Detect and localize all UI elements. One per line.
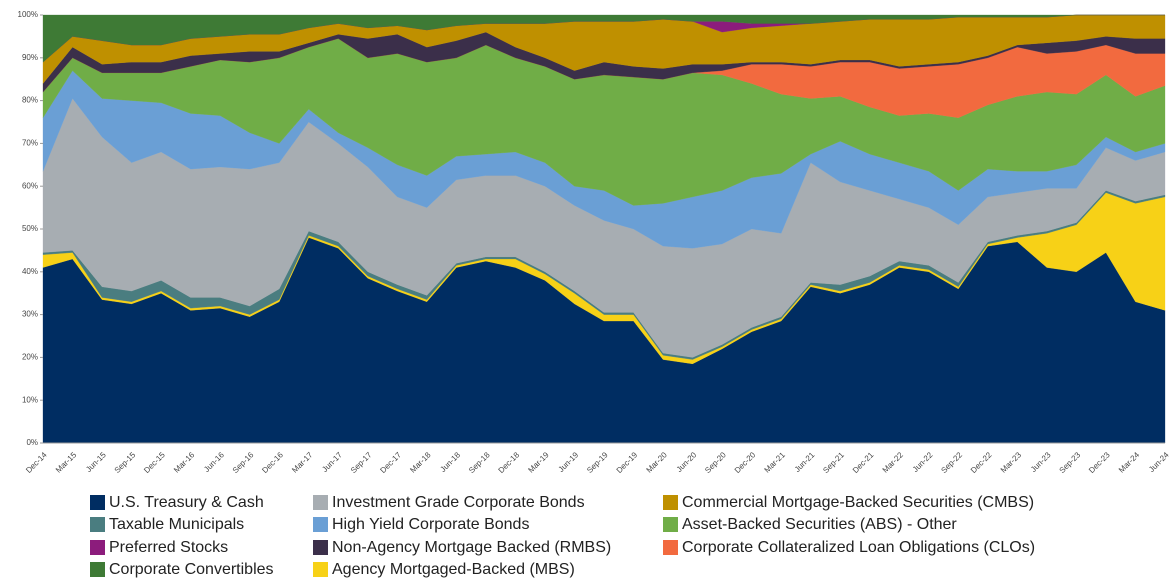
x-tick-label: Dec-19: [615, 450, 640, 475]
y-tick-label: 10%: [22, 395, 38, 404]
x-tick-label: Sep-21: [821, 450, 846, 475]
legend-label: Commercial Mortgage-Backed Securities (C…: [682, 494, 1034, 511]
y-tick-label: 90%: [22, 53, 38, 62]
y-tick-label: 80%: [22, 96, 38, 105]
x-tick-label: Mar-19: [526, 450, 551, 475]
x-tick-label: Mar-23: [999, 450, 1024, 475]
x-tick-label: Sep-23: [1058, 450, 1083, 475]
x-tick-label: Mar-24: [1117, 450, 1142, 475]
y-tick-label: 100%: [18, 10, 38, 19]
x-tick-label: Jun-17: [320, 450, 344, 474]
x-tick-label: Sep-18: [467, 450, 492, 475]
legend-swatch: [90, 562, 105, 577]
legend-label: High Yield Corporate Bonds: [332, 516, 529, 533]
x-tick-label: Dec-18: [497, 450, 522, 475]
y-tick-label: 30%: [22, 310, 38, 319]
legend-label: Asset-Backed Securities (ABS) - Other: [682, 516, 957, 533]
legend-label: Non-Agency Mortgage Backed (RMBS): [332, 539, 611, 556]
legend-swatch: [90, 517, 105, 532]
legend-swatch: [313, 495, 328, 510]
x-tick-label: Dec-20: [733, 450, 758, 475]
legend-swatch: [313, 562, 328, 577]
x-tick-label: Sep-22: [939, 450, 964, 475]
legend-label: Taxable Municipals: [109, 516, 244, 533]
x-tick-label: Sep-16: [231, 450, 256, 475]
legend-swatch: [663, 495, 678, 510]
x-tick-label: Dec-15: [142, 450, 167, 475]
y-tick-label: 50%: [22, 224, 38, 233]
x-tick-label: Jun-19: [557, 450, 581, 474]
x-tick-label: Sep-19: [585, 450, 610, 475]
x-tick-label: Jun-24: [1147, 450, 1171, 474]
y-tick-label: 40%: [22, 267, 38, 276]
x-tick-label: Dec-17: [378, 450, 403, 475]
x-tick-label: Dec-16: [260, 450, 285, 475]
x-tick-label: Jun-16: [202, 450, 226, 474]
x-tick-label: Sep-15: [113, 450, 138, 475]
area: [42, 14, 1165, 63]
x-tick-label: Mar-16: [172, 450, 197, 475]
legend-label: Agency Mortgaged-Backed (MBS): [332, 561, 575, 578]
x-tick-label: Dec-23: [1087, 450, 1112, 475]
x-tick-label: Jun-18: [438, 450, 462, 474]
x-tick-label: Mar-21: [763, 450, 788, 475]
legend-label: U.S. Treasury & Cash: [109, 494, 264, 511]
legend-label: Preferred Stocks: [109, 539, 228, 556]
legend-swatch: [90, 540, 105, 555]
legend-label: Investment Grade Corporate Bonds: [332, 494, 585, 511]
y-tick-label: 20%: [22, 353, 38, 362]
x-tick-label: Jun-22: [911, 450, 935, 474]
y-tick-label: 60%: [22, 181, 38, 190]
x-tick-label: Dec-22: [969, 450, 994, 475]
x-tick-label: Mar-17: [290, 450, 315, 475]
x-tick-label: Dec-21: [851, 450, 876, 475]
x-tick-label: Jun-21: [793, 450, 817, 474]
x-tick-label: Mar-18: [408, 450, 433, 475]
x-tick-label: Sep-17: [349, 450, 374, 475]
x-tick-label: Jun-23: [1029, 450, 1053, 474]
legend-label: Corporate Collateralized Loan Obligation…: [682, 539, 1035, 556]
legend-swatch: [313, 517, 328, 532]
legend-swatch: [663, 517, 678, 532]
legend-swatch: [663, 540, 678, 555]
legend-label: Corporate Convertibles: [109, 561, 274, 578]
legend-swatch: [313, 540, 328, 555]
x-tick-label: Mar-15: [54, 450, 79, 475]
x-tick-label: Dec-14: [24, 450, 49, 475]
x-tick-label: Sep-20: [703, 450, 728, 475]
y-tick-label: 70%: [22, 139, 38, 148]
x-tick-label: Mar-22: [881, 450, 906, 475]
x-tick-label: Jun-15: [84, 450, 108, 474]
legend-swatch: [90, 495, 105, 510]
x-tick-label: Jun-20: [675, 450, 699, 474]
x-tick-label: Mar-20: [645, 450, 670, 475]
y-tick-label: 0%: [26, 438, 38, 447]
